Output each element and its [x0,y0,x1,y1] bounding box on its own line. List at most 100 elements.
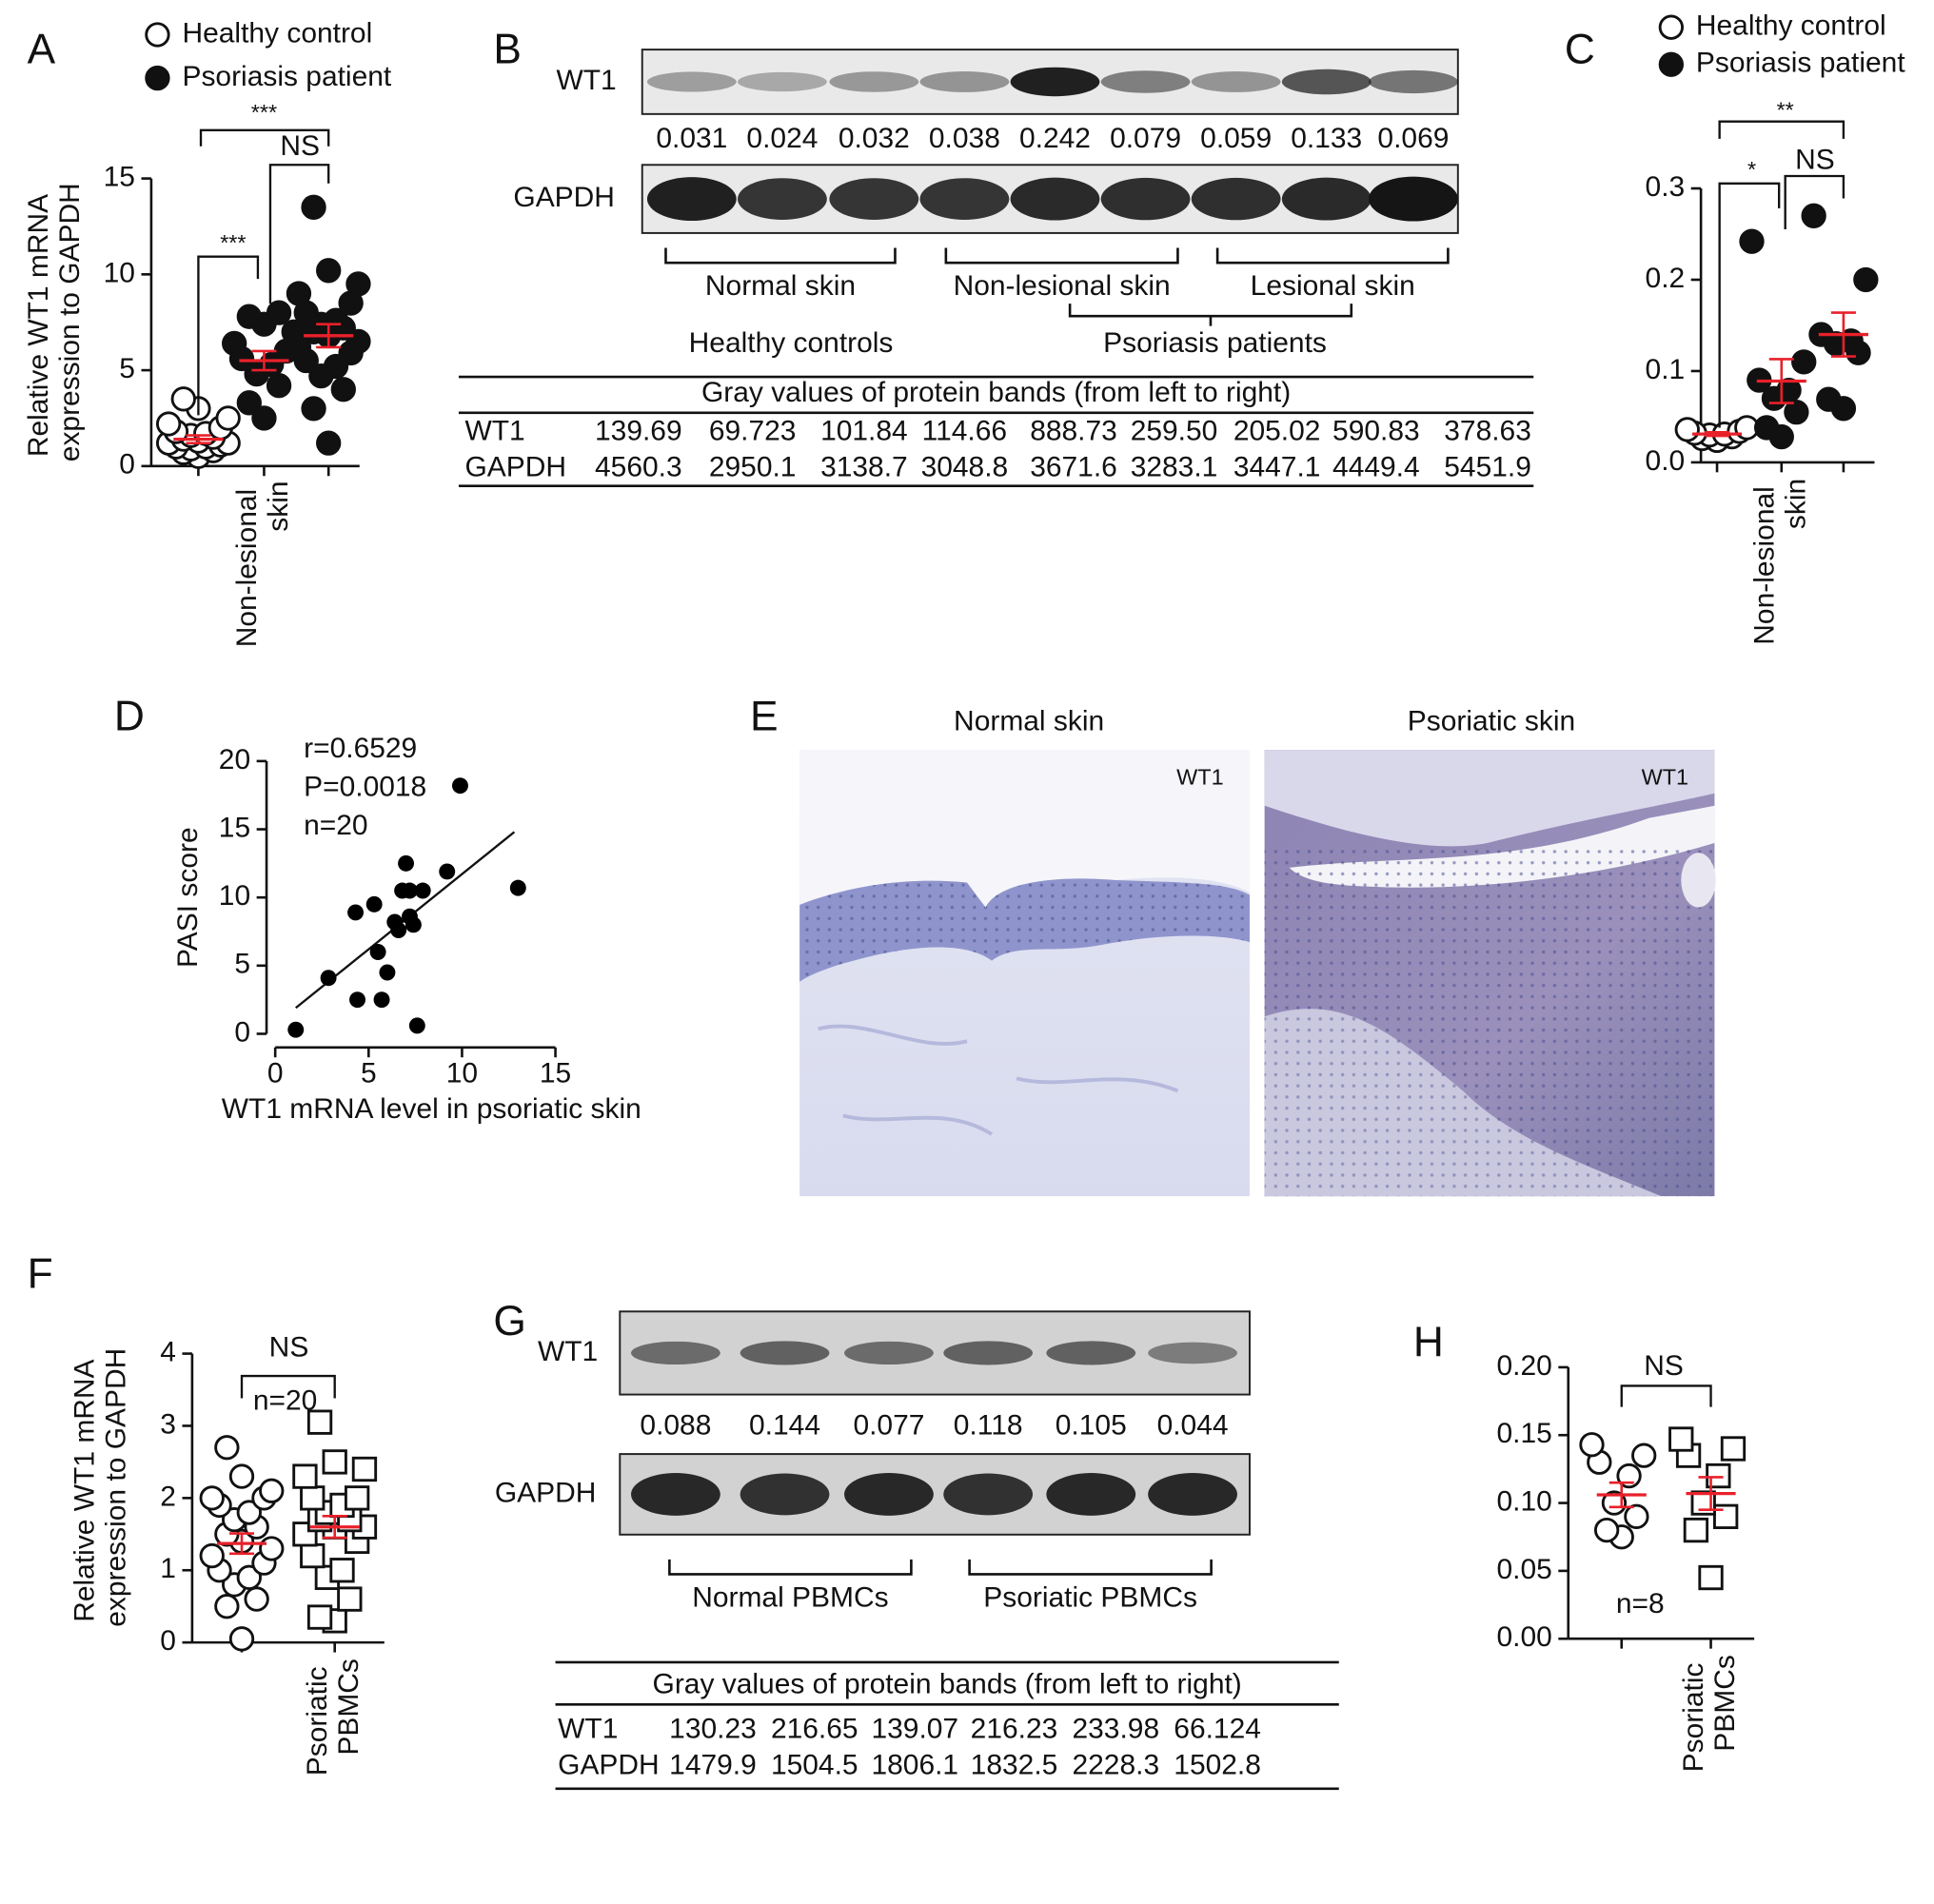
point [1593,1517,1620,1543]
band-value: 0.024 [746,123,818,154]
table-cell: 3138.7 [820,451,908,482]
blot-band [738,178,827,220]
y-tick-label: 5 [119,353,135,384]
point [322,1449,347,1475]
table-cell: 216.65 [771,1714,858,1745]
annotation: r=0.6529 [304,733,417,764]
point [199,1485,225,1511]
group-bracket [668,1559,913,1576]
blot-band [1046,1473,1136,1516]
band-value: 0.088 [640,1409,711,1441]
group-bracket [1068,304,1353,326]
annotation: ** [1777,97,1794,122]
point [451,777,468,795]
x-tick-label: Non-lesional skin [1748,479,1811,645]
point [379,964,396,981]
panel-label: H [1413,1319,1444,1365]
blot-band [631,1341,720,1365]
point [316,430,342,456]
point [414,882,431,899]
point [215,405,241,431]
stain-label: WT1 [1642,764,1688,789]
point [1601,1490,1628,1516]
table-cell: 259.50 [1131,416,1218,447]
point [228,1626,255,1652]
y-tick-label: 15 [219,812,250,843]
legend-marker [1658,51,1685,77]
point [1683,1517,1709,1543]
point [347,904,365,921]
blot-band [1010,177,1100,221]
histology-psoriatic [1264,750,1716,1197]
blot-band [829,178,919,220]
x-tick-label: 10 [446,1057,478,1089]
point [170,386,196,412]
point [214,1594,240,1619]
point [349,991,365,1009]
point [1853,266,1879,293]
group-bracket [944,247,1179,265]
panel-label: E [750,693,779,739]
point [337,1586,363,1612]
table-cell: 114.66 [922,416,1007,447]
annotation: n=20 [304,810,367,841]
point [398,854,415,872]
significance-bracket [197,255,260,416]
point [259,1536,285,1561]
blot-band [738,71,827,92]
point [329,1558,355,1583]
panel-label: D [114,693,145,739]
band-value: 0.077 [853,1409,924,1441]
point [330,377,356,402]
panel-label: B [493,26,522,72]
point [408,1017,425,1034]
point [300,1485,326,1511]
point [1720,1436,1747,1462]
point [266,373,292,399]
legend-marker [1658,14,1685,40]
table-title: Gray values of protein bands (from left … [701,377,1291,408]
point [439,863,456,880]
table-row-label: GAPDH [558,1749,660,1780]
legend-label: Psoriasis patient [182,61,391,92]
y-axis-label: PASI score [172,827,204,968]
blot-band [844,1341,934,1365]
point [1579,1432,1605,1458]
point [1753,415,1780,441]
annotation: NS [269,1331,309,1363]
point [292,1463,318,1489]
blot-row-label: GAPDH [513,182,615,213]
table-row-label: WT1 [558,1714,618,1745]
point [236,304,262,329]
blot-band [1148,1473,1237,1516]
blot-row-label: GAPDH [495,1477,597,1508]
stain-label: WT1 [1176,764,1223,789]
blot-strip [619,1310,1251,1396]
point [155,411,182,437]
blot-band [1010,67,1100,97]
point [287,1021,305,1038]
table-cell: 378.63 [1444,416,1531,447]
point [1698,1564,1724,1591]
blot-band [631,1473,720,1516]
point [323,307,349,333]
table-cell: 888.73 [1030,416,1117,447]
point [259,1478,285,1503]
panel-label: A [28,26,56,72]
y-tick-label: 5 [234,949,250,980]
image-title: Psoriatic skin [1408,705,1575,736]
band-value: 0.118 [954,1409,1023,1441]
blot-band [1191,71,1281,92]
point [1631,1443,1657,1468]
table-cell: 4560.3 [595,451,682,482]
y-tick-label: 20 [219,744,250,775]
annotation: *** [220,230,246,255]
point [251,405,277,431]
y-tick-label: 4 [160,1337,176,1368]
panel-label: C [1565,26,1595,72]
blot-band [646,71,737,92]
blot-band [1191,177,1281,221]
point [236,390,262,416]
table-title: Gray values of protein bands (from left … [653,1669,1242,1700]
